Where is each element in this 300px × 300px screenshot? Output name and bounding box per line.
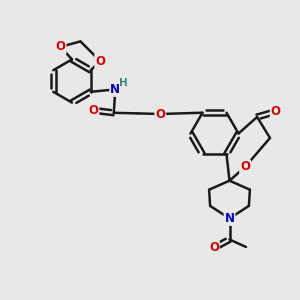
Text: O: O [155, 107, 165, 121]
Text: O: O [95, 55, 105, 68]
Text: H: H [119, 78, 128, 88]
Text: O: O [88, 104, 98, 117]
Text: N: N [110, 83, 120, 96]
Text: N: N [224, 212, 235, 225]
Text: O: O [240, 160, 250, 173]
Text: O: O [271, 105, 281, 118]
Text: O: O [209, 242, 219, 254]
Text: O: O [56, 40, 66, 53]
